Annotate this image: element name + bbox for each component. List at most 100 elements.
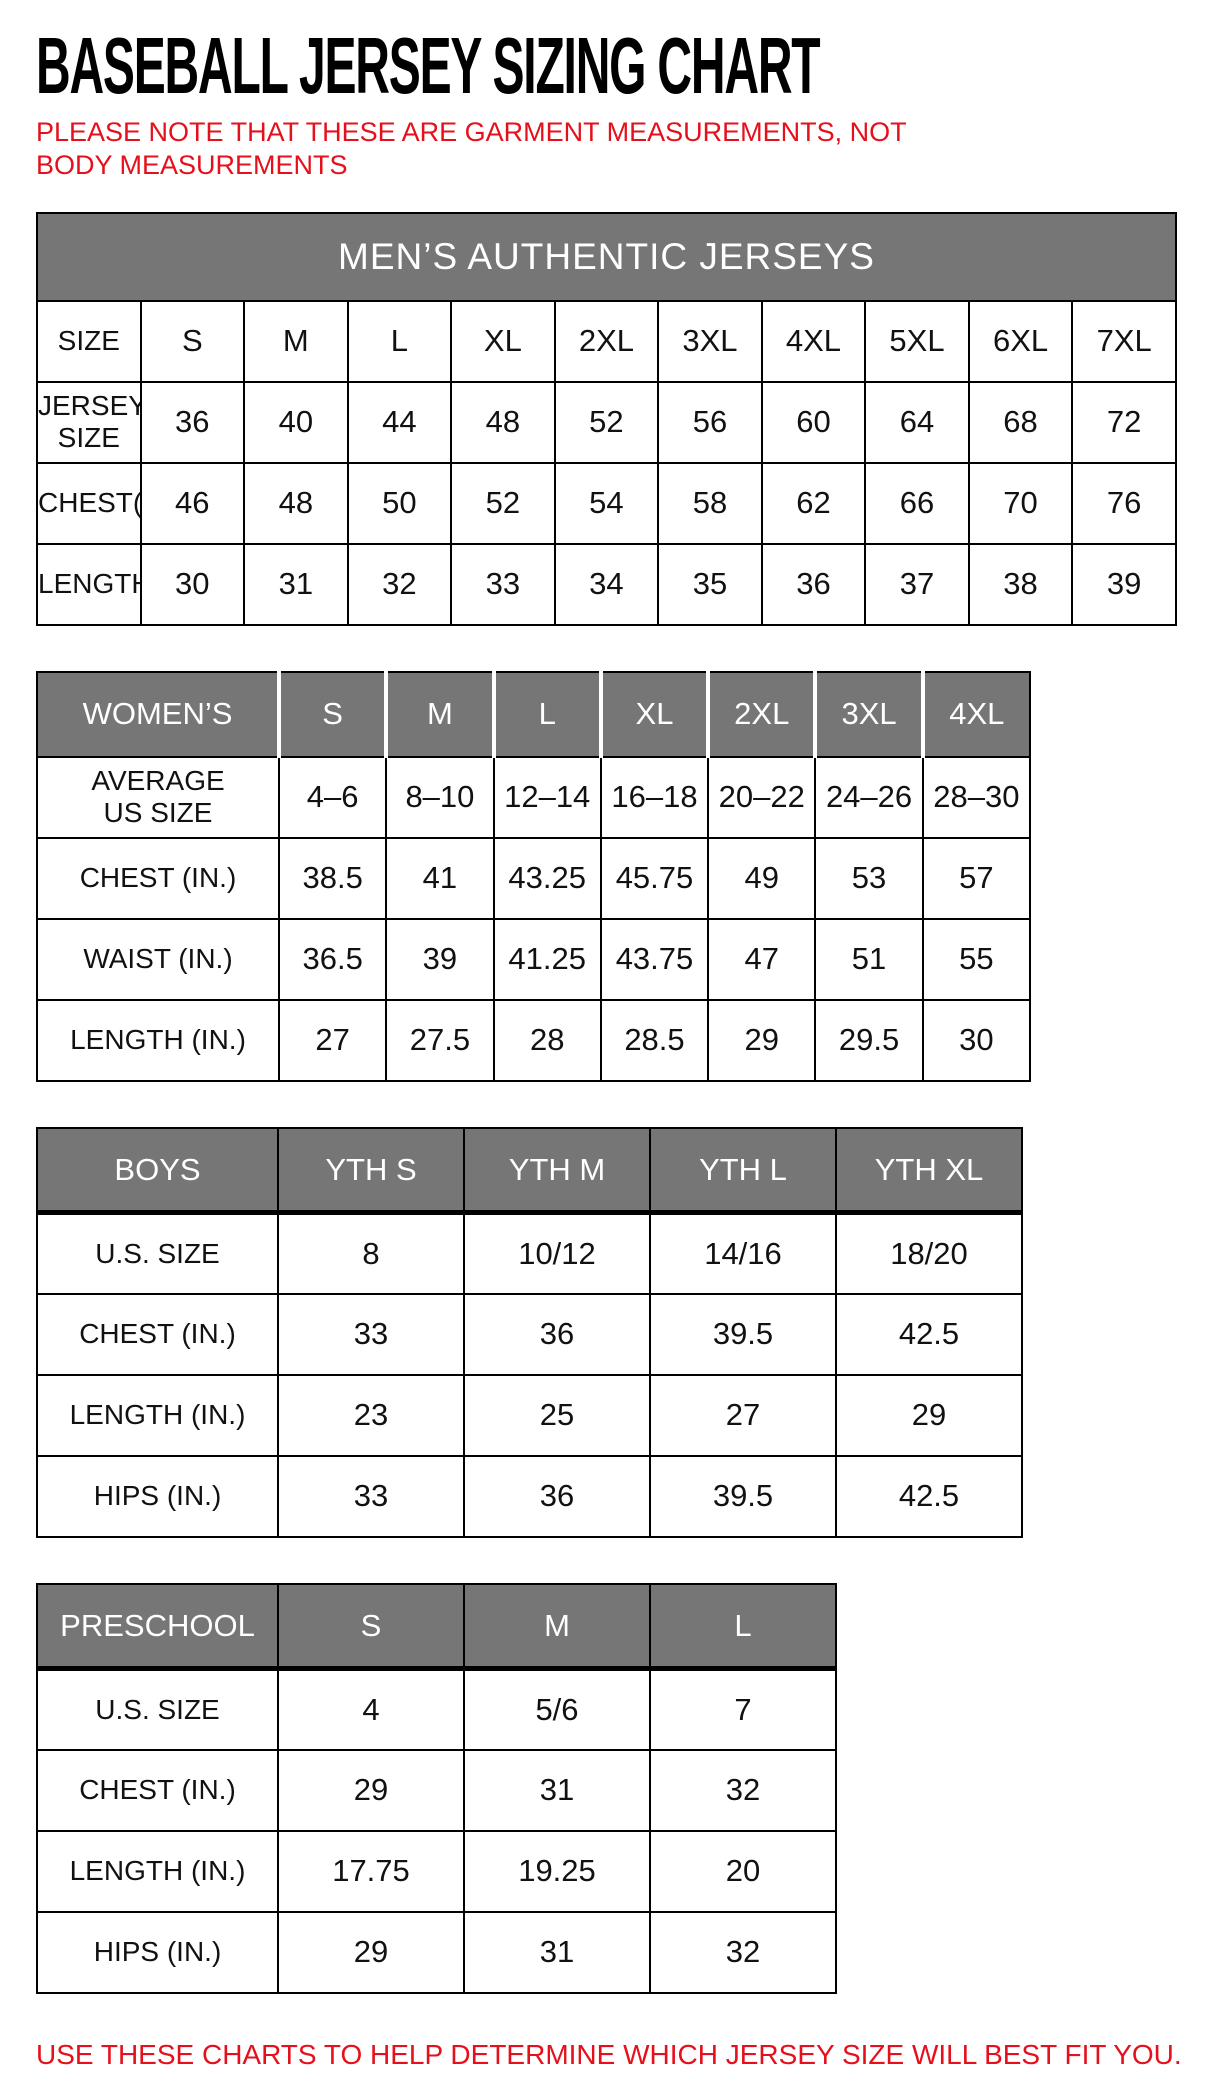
value-cell: 46: [139, 461, 246, 545]
preschool-header-m: M: [463, 1582, 651, 1672]
value-cell: 34: [553, 542, 660, 626]
row-label: SIZE: [36, 299, 142, 383]
preschool-row-length-in: LENGTH (IN.) 17.75 19.25 20: [36, 1829, 837, 1913]
value-cell: 68: [967, 380, 1074, 464]
value-cell: 2XL: [553, 299, 660, 383]
value-cell: 51: [814, 917, 924, 1001]
row-label: LENGTH (IN.): [36, 998, 280, 1082]
boys-header-row: BOYS YTH S YTH M YTH L YTH XL: [36, 1126, 1023, 1216]
value-cell: 7XL: [1071, 299, 1177, 383]
garment-measurements-note: PLEASE NOTE THAT THESE ARE GARMENT MEASU…: [36, 117, 907, 180]
value-cell: 64: [864, 380, 970, 464]
value-cell: 36: [760, 542, 867, 626]
value-cell: 70: [967, 461, 1074, 545]
row-label: U.S. SIZE: [36, 1667, 279, 1751]
value-cell: 7: [649, 1667, 837, 1751]
page-title: BASEBALL JERSEY SIZING CHART: [36, 26, 1200, 106]
preschool-sizing-table: PRESCHOOL S M L U.S. SIZE 4 5/6 7 CHEST (IN.) 29 3…: [36, 1582, 837, 1994]
value-cell: 12–14: [492, 755, 602, 839]
value-cell: S: [139, 299, 246, 383]
value-cell: 14/16: [649, 1211, 837, 1295]
mens-row-jersey-size: JERSEY SIZE 36 40 44 48 52 56 60 64 68 72: [36, 380, 1177, 464]
value-cell: L: [346, 299, 453, 383]
row-label: U.S. SIZE: [36, 1211, 279, 1295]
value-cell: 29: [835, 1373, 1023, 1457]
value-cell: 10/12: [463, 1211, 651, 1295]
value-cell: 38: [967, 542, 1074, 626]
value-cell: 50: [346, 461, 453, 545]
preschool-header-l: L: [649, 1582, 837, 1672]
womens-row-waist-in: WAIST (IN.) 36.5 39 41.25 43.75 47 51 55: [36, 917, 1032, 1001]
row-label: WAIST (IN.): [36, 917, 280, 1001]
value-cell: 8–10: [385, 755, 495, 839]
womens-header-row: WOMEN’S S M L XL 2XL 3XL 4XL: [36, 670, 1032, 758]
value-cell: 33: [450, 542, 556, 626]
value-cell: 17.75: [277, 1829, 465, 1913]
value-cell: 49: [707, 836, 817, 920]
row-label: CHEST (IN.): [36, 836, 280, 920]
value-cell: 38.5: [277, 836, 388, 920]
value-cell: 6XL: [967, 299, 1074, 383]
value-cell: 55: [921, 917, 1032, 1001]
value-cell: 8: [277, 1211, 465, 1295]
preschool-header-s: S: [277, 1582, 465, 1672]
value-cell: 47: [707, 917, 817, 1001]
value-cell: 30: [921, 998, 1032, 1082]
womens-row-chest-in: CHEST (IN.) 38.5 41 43.25 45.75 49 53 57: [36, 836, 1032, 920]
value-cell: 5XL: [864, 299, 970, 383]
row-label: LENGTH (IN.): [36, 1373, 279, 1457]
value-cell: 62: [760, 461, 867, 545]
row-label: JERSEY SIZE: [36, 380, 142, 464]
mens-authentic-jerseys-table: MEN’S AUTHENTIC JERSEYS SIZE S M L XL 2XL 3XL 4X…: [36, 211, 1177, 626]
womens-header-l: L: [491, 670, 602, 758]
value-cell: 39: [1071, 542, 1177, 626]
value-cell: 43.25: [492, 836, 602, 920]
preschool-header-label: PRESCHOOL: [36, 1582, 279, 1672]
value-cell: 27.5: [385, 998, 495, 1082]
value-cell: 5/6: [463, 1667, 651, 1751]
value-cell: 42.5: [835, 1454, 1023, 1538]
value-cell: 36: [463, 1292, 651, 1376]
boys-sizing-table: BOYS YTH S YTH M YTH L YTH XL U.S. SIZE 8 10/12…: [36, 1126, 1023, 1538]
value-cell: 33: [277, 1292, 465, 1376]
value-cell: 41.25: [492, 917, 602, 1001]
value-cell: 53: [814, 836, 924, 920]
boys-header-yth-xl: YTH XL: [835, 1126, 1023, 1216]
boys-row-u-s-size: U.S. SIZE 8 10/12 14/16 18/20: [36, 1211, 1023, 1295]
preschool-header-row: PRESCHOOL S M L: [36, 1582, 837, 1672]
boys-header-label: BOYS: [36, 1126, 279, 1216]
womens-header-m: M: [384, 670, 495, 758]
value-cell: 28–30: [921, 755, 1032, 839]
value-cell: 31: [463, 1910, 651, 1994]
value-cell: 37: [864, 542, 970, 626]
preschool-row-chest-in: CHEST (IN.) 29 31 32: [36, 1748, 837, 1832]
womens-header-s: S: [276, 670, 388, 758]
value-cell: 39.5: [649, 1292, 837, 1376]
value-cell: 19.25: [463, 1829, 651, 1913]
boys-header-yth-s: YTH S: [277, 1126, 465, 1216]
value-cell: 29: [707, 998, 817, 1082]
value-cell: 18/20: [835, 1211, 1023, 1295]
row-label: LENGTH (IN.): [36, 1829, 279, 1913]
value-cell: 36: [139, 380, 246, 464]
row-label: CHEST(IN.): [36, 461, 142, 545]
mens-banner: MEN’S AUTHENTIC JERSEYS: [36, 211, 1177, 302]
womens-header-2xl: 2XL: [706, 670, 817, 758]
womens-row-length-in: LENGTH (IN.) 27 27.5 28 28.5 29 29.5 30: [36, 998, 1032, 1082]
value-cell: 39: [385, 917, 495, 1001]
value-cell: 31: [463, 1748, 651, 1832]
value-cell: 20: [649, 1829, 837, 1913]
value-cell: 20–22: [707, 755, 817, 839]
value-cell: 16–18: [599, 755, 710, 839]
womens-row-average-us-size: AVERAGE US SIZE 4–6 8–10 12–14 16–18 20–22 24–2…: [36, 755, 1032, 839]
value-cell: 39.5: [649, 1454, 837, 1538]
womens-header-3xl: 3XL: [813, 670, 924, 758]
value-cell: 54: [553, 461, 660, 545]
value-cell: 31: [243, 542, 349, 626]
value-cell: 42.5: [835, 1292, 1023, 1376]
value-cell: 52: [553, 380, 660, 464]
value-cell: 48: [243, 461, 349, 545]
row-label: AVERAGE US SIZE: [36, 755, 280, 839]
